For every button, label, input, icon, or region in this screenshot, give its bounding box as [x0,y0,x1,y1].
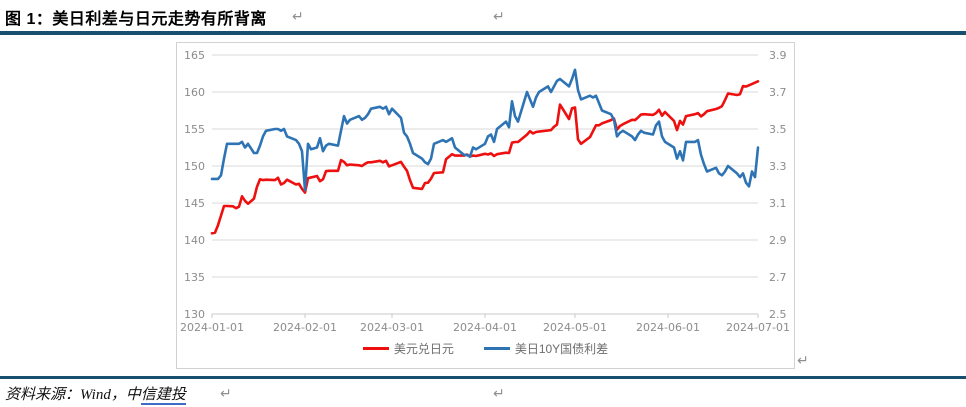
y-right-tick-label: 2.5 [769,308,787,321]
title-divider-rule [0,31,966,35]
return-mark-icon: ↵ [220,385,232,401]
return-mark-icon: ↵ [292,8,304,24]
source-note-text: 资料来源：Wind，中 [5,387,141,403]
x-axis-tick-label: 2024-06-01 [636,321,700,334]
return-mark-icon: ↵ [797,352,809,368]
y-right-tick-label: 2.7 [769,271,787,284]
x-axis-tick-label: 2024-04-01 [453,321,517,334]
chart-canvas: 165 160 155 150 145 140 135 130 3.9 3.7 3.5 3.3 3.1 2… [180,49,790,334]
y-left-tick-label: 165 [184,49,205,62]
page-title: 图 1：美日利差与日元走势有所背离 [5,11,267,28]
y-right-tick-label: 3.9 [769,49,787,62]
x-axis-tick-label: 2024-07-01 [726,321,790,334]
source-link[interactable]: 信建投 [140,387,186,405]
y-left-tick-label: 140 [184,234,205,247]
y-left-tick-label: 135 [184,271,205,284]
x-axis-tick-label: 2024-05-01 [543,321,607,334]
legend-line-swatch-icon [362,347,389,350]
spread-line [210,68,760,192]
y-right-tick-label: 3.5 [769,123,787,136]
chart-container: 165 160 155 150 145 140 135 130 3.9 3.7 3.5 3.3 3.1 2… [176,42,795,369]
legend-item: 美元兑日元 [362,340,454,357]
usdjpy-line [210,79,760,235]
y-left-tick-label: 145 [184,197,205,210]
x-axis-tick-label: 2024-03-01 [360,321,424,334]
x-axis-tick-label: 2024-02-01 [273,321,337,334]
legend-item: 美日10Y国债利差 [483,340,609,357]
y-right-tick-label: 3.3 [769,160,787,173]
source-note: 资料来源：Wind，中信建投 [5,383,186,405]
y-left-tick-label: 150 [184,160,205,173]
return-mark-icon: ↵ [493,8,505,24]
y-left-tick-label: 155 [184,123,205,136]
return-mark-icon: ↵ [493,385,505,401]
y-right-tick-label: 2.9 [769,234,787,247]
x-axis-tick-label: 2024-01-01 [180,321,244,334]
y-left-tick-label: 130 [184,308,205,321]
y-right-tick-label: 3.7 [769,86,787,99]
footer-divider-rule [0,376,966,379]
y-left-tick-label: 160 [184,86,205,99]
legend-line-swatch-icon [483,347,510,350]
chart-legend: 美元兑日元 美日10Y国债利差 [177,340,794,357]
legend-label: 美日10Y国债利差 [514,342,609,356]
legend-label: 美元兑日元 [393,342,454,356]
y-right-tick-label: 3.1 [769,197,787,210]
